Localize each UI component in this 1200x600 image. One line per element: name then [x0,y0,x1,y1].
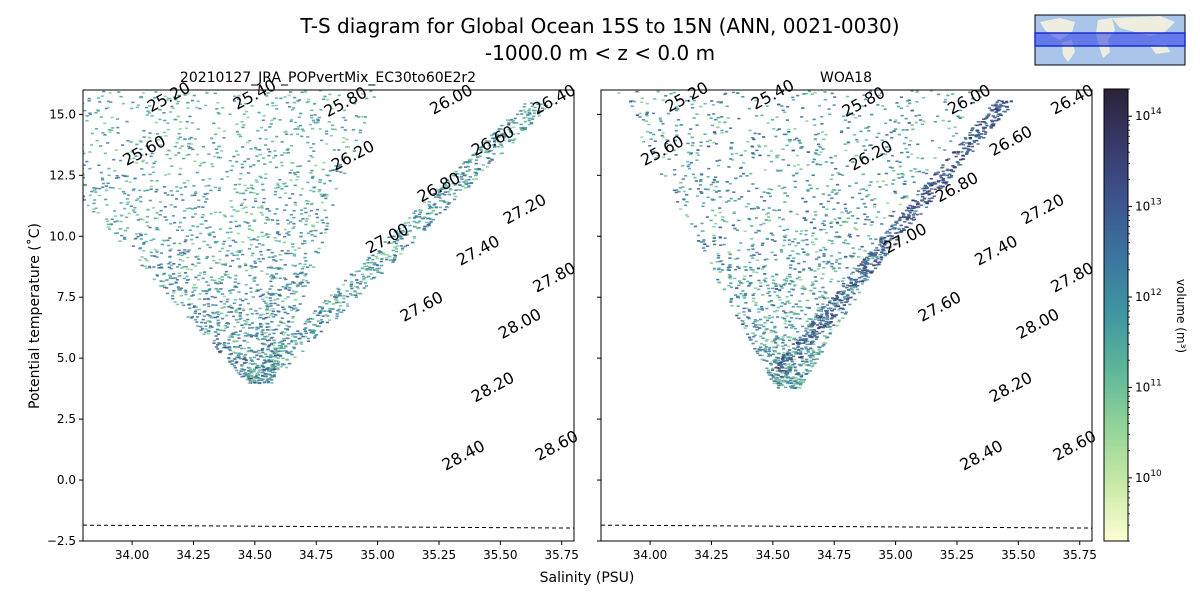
density-label: 27.80 [529,258,578,296]
colorbar-tick-label: 1013 [1135,198,1162,214]
density-label: 28.20 [468,368,517,406]
density-label: 26.00 [944,80,993,118]
obs-axes-frame [600,89,1093,542]
density-label: 28.40 [957,436,1006,474]
obs-y-ticks [597,113,601,542]
density-label: 27.00 [881,219,930,257]
density-label: 28.00 [495,304,544,342]
colorbar-tick-label: 1014 [1135,107,1162,123]
x-tick-label: 34.25 [694,548,728,562]
x-tick-label: 35.25 [422,548,456,562]
x-tick-label: 35.75 [545,548,579,562]
model-panel-title: 20210127_JRA_POPvertMix_EC30to60E2r2 [180,70,476,86]
density-label: 27.00 [363,219,412,257]
model-panel: 20210127_JRA_POPvertMix_EC30to60E2r2 25.… [47,70,581,562]
y-axis-label: Potential temperature (˚C) [26,223,43,409]
y-tick-label: 0.0 [57,473,76,487]
y-tick-label: 12.5 [49,168,76,182]
x-tick-label: 35.50 [483,548,517,562]
density-label: 27.80 [1047,258,1096,296]
figure-title: T-S diagram for Global Ocean 15S to 15N … [299,14,899,38]
x-tick-label: 35.75 [1063,548,1097,562]
density-label: 25.80 [321,83,370,121]
x-tick-label: 34.25 [176,548,210,562]
x-tick-label: 35.50 [1001,548,1035,562]
colorbar-tick-label: 1010 [1135,469,1162,485]
colorbar-bar [1103,88,1129,542]
region-map-inset [1034,14,1186,66]
y-tick-label: 5.0 [57,351,76,365]
x-tick-label: 35.00 [878,548,912,562]
colorbar-tick-label: 1011 [1135,378,1162,394]
density-label: 26.40 [1047,80,1096,118]
obs-panel-title: WOA18 [820,70,872,86]
density-label: 28.00 [1013,304,1062,342]
freezing-line [601,524,1092,529]
y-tick-label: 7.5 [57,290,76,304]
obs-density-contours [601,524,1092,529]
density-label: 28.20 [986,368,1035,406]
colorbar: 1010 1011 1012 1013 1014 volume (m³) [1103,88,1188,542]
density-label: 26.20 [328,136,377,174]
x-tick-label: 34.50 [238,548,272,562]
density-label: 26.40 [529,80,578,118]
density-label: 27.60 [915,287,964,325]
x-tick-label: 35.00 [360,548,394,562]
model-y-ticks: −2.5 0.0 2.5 5.0 7.5 10.0 12.5 15.0 [47,107,83,548]
model-x-ticks: 34.00 34.25 34.50 34.75 35.00 35.25 35.50 35.75 [115,541,579,562]
density-label: 27.60 [397,287,446,325]
density-label: 27.20 [1018,190,1067,228]
density-label: 26.60 [986,122,1035,160]
obs-volume-histogram [617,90,1013,389]
density-label: 25.40 [748,75,797,113]
y-tick-label: 15.0 [49,107,76,121]
density-label: 28.40 [439,436,488,474]
x-axis-label: Salinity (PSU) [540,570,635,586]
figure-subtitle: -1000.0 m < z < 0.0 m [485,41,715,65]
density-label: 26.80 [414,168,463,206]
density-label: 25.20 [144,78,193,116]
model-volume-histogram [83,90,554,385]
model-density-contours [83,524,574,529]
density-label: 27.40 [453,231,502,269]
x-tick-label: 34.00 [633,548,667,562]
density-label: 27.40 [971,231,1020,269]
model-axes-frame [82,89,575,542]
obs-x-ticks: 34.00 34.25 34.50 34.75 35.00 35.25 35.50 35.75 [633,541,1097,562]
x-tick-label: 34.75 [817,548,851,562]
x-tick-label: 34.50 [756,548,790,562]
colorbar-label: volume (m³) [1174,279,1188,353]
x-tick-label: 34.00 [115,548,149,562]
y-tick-label: 2.5 [57,412,76,426]
colorbar-ticks: 1010 1011 1012 1013 1014 [1128,88,1162,542]
density-label: 27.20 [500,190,549,228]
density-label: 26.20 [846,136,895,174]
y-tick-label: −2.5 [47,534,76,548]
y-tick-label: 10.0 [49,229,76,243]
density-label: 26.80 [932,168,981,206]
freezing-line [83,524,574,529]
density-label: 25.80 [839,83,888,121]
colorbar-tick-label: 1012 [1135,288,1162,304]
x-tick-label: 34.75 [299,548,333,562]
density-label: 25.20 [662,78,711,116]
x-tick-label: 35.25 [940,548,974,562]
